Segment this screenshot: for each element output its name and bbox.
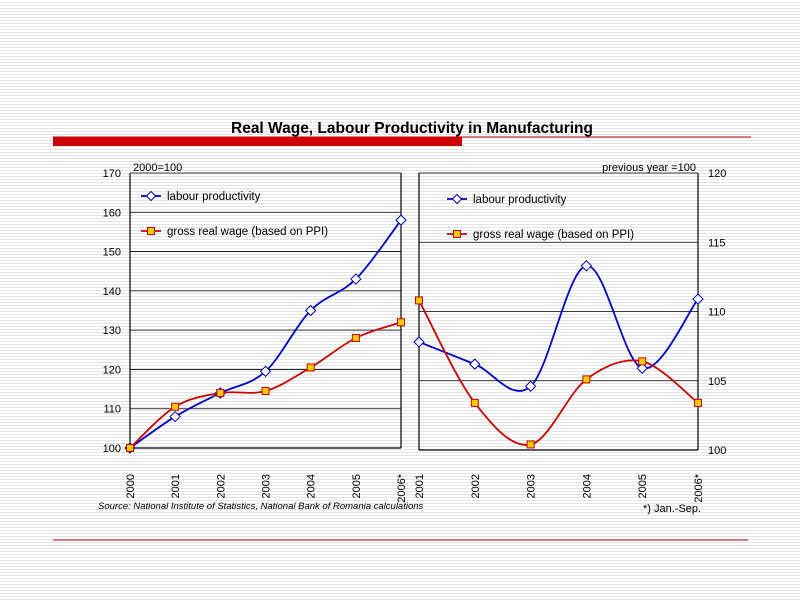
series-line xyxy=(418,264,699,392)
data-point xyxy=(469,358,481,370)
data-point xyxy=(397,318,405,327)
data-point xyxy=(694,398,702,407)
data-point xyxy=(350,273,362,285)
legend-label: gross real wage (based on PPI) xyxy=(473,229,634,241)
title-accent-bar xyxy=(53,137,462,146)
data-point xyxy=(171,402,180,411)
chart-subtitle: 2000=100 xyxy=(133,162,182,174)
x-tick-label: 2000 xyxy=(125,474,137,498)
data-point xyxy=(395,214,407,226)
source-note: Source: National Institute of Statistics… xyxy=(98,501,424,512)
legend-marker xyxy=(145,190,157,202)
legend-label: labour productivity xyxy=(473,194,567,206)
y-tick-label: 120 xyxy=(708,168,726,180)
data-point xyxy=(304,304,317,317)
y-tick-label: 150 xyxy=(103,247,121,259)
data-point xyxy=(470,398,479,407)
legend-label: labour productivity xyxy=(167,191,261,203)
y-tick-label: 115 xyxy=(708,237,726,249)
x-tick-label: 2006* xyxy=(693,473,705,502)
chart-subtitle: previous year =100 xyxy=(602,162,696,174)
x-tick-label: 2001 xyxy=(170,474,182,498)
data-point xyxy=(526,440,535,449)
legend-marker xyxy=(453,230,461,238)
data-point xyxy=(216,389,225,397)
data-point xyxy=(638,357,647,366)
series-line xyxy=(129,321,402,449)
data-point xyxy=(524,380,537,392)
y-tick-label: 160 xyxy=(103,207,121,219)
chart-title: Real Wage, Labour Productivity in Manufa… xyxy=(231,120,593,137)
x-tick-label: 2006* xyxy=(396,473,408,502)
data-point xyxy=(692,293,704,305)
data-point xyxy=(413,336,425,348)
series-line xyxy=(129,219,402,449)
legend-label: gross real wage (based on PPI) xyxy=(167,226,328,238)
data-point xyxy=(582,375,591,384)
x-tick-label: 2005 xyxy=(637,474,649,498)
right-chart: 100 105 110 115 120 previous year =100 2001 200… xyxy=(413,162,726,503)
data-point xyxy=(306,363,315,372)
y-tick-label: 110 xyxy=(103,404,121,416)
legend-marker xyxy=(147,227,155,235)
x-tick-label: 2003 xyxy=(526,474,538,498)
y-tick-label: 100 xyxy=(103,443,121,455)
x-tick-label: 2005 xyxy=(351,474,363,498)
data-point xyxy=(351,334,360,342)
y-tick-label: 170 xyxy=(103,168,121,180)
data-point xyxy=(415,296,423,305)
y-tick-label: 105 xyxy=(708,376,726,388)
legend-marker xyxy=(451,193,463,205)
y-tick-label: 140 xyxy=(103,286,121,298)
x-tick-label: 2002 xyxy=(470,474,482,498)
x-tick-label: 2004 xyxy=(581,474,593,498)
x-tick-label: 2001 xyxy=(414,474,426,498)
x-tick-label: 2003 xyxy=(261,474,273,498)
data-point xyxy=(259,365,272,378)
y-tick-label: 120 xyxy=(103,364,121,376)
x-tick-label: 2004 xyxy=(306,474,318,498)
data-point xyxy=(261,387,270,396)
data-point xyxy=(126,444,134,452)
y-tick-label: 110 xyxy=(708,307,726,319)
y-tick-label: 130 xyxy=(103,325,121,337)
y-tick-label: 100 xyxy=(708,445,726,457)
left-chart: 100 110 120 130 140 150 160 170 2000=100 2000 2001… xyxy=(103,162,408,503)
data-point xyxy=(636,362,648,374)
data-point xyxy=(580,260,593,272)
footnote: *) Jan.-Sep. xyxy=(643,503,701,515)
data-point xyxy=(169,410,181,423)
x-tick-label: 2002 xyxy=(215,474,227,498)
